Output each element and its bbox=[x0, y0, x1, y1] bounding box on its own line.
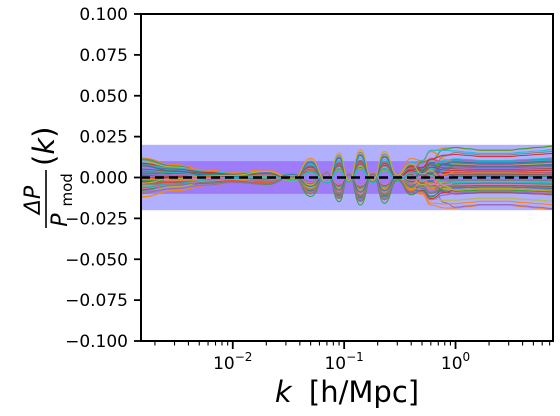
y-tick-label: 0.000 bbox=[79, 169, 128, 189]
x-tick-label: 10−1 bbox=[324, 350, 363, 374]
x-axis-label: k [h/Mpc] bbox=[275, 375, 419, 409]
y-tick-label: −0.100 bbox=[65, 332, 128, 352]
y-axis-label: ΔP P mod (k) bbox=[21, 127, 76, 228]
y-tick-label: 0.025 bbox=[79, 128, 128, 148]
series-line bbox=[141, 171, 553, 202]
y-axis: −0.100 −0.075 −0.050 −0.025 0.000 0.025 0.050 0… bbox=[65, 5, 141, 352]
y-label-numerator: ΔP bbox=[21, 185, 46, 216]
y-tick-label: 0.100 bbox=[79, 5, 128, 25]
series-line bbox=[141, 161, 553, 184]
y-label-denominator: P bbox=[48, 213, 73, 227]
y-label-suffix: (k) bbox=[27, 127, 61, 166]
y-tick-label: 0.075 bbox=[79, 46, 128, 66]
x-axis-unit: [h/Mpc] bbox=[309, 375, 419, 409]
y-tick-label: −0.025 bbox=[65, 209, 128, 229]
series-line bbox=[141, 149, 553, 192]
y-tick-label: −0.050 bbox=[65, 250, 128, 270]
series-line bbox=[141, 159, 553, 184]
x-axis-var: k bbox=[275, 375, 293, 409]
x-axis: 10−2 10−1 100 bbox=[154, 341, 551, 374]
x-tick-label: 100 bbox=[441, 350, 470, 374]
x-tick-label: 10−2 bbox=[213, 350, 252, 374]
svg-text:P mod: P mod bbox=[48, 173, 76, 227]
y-tick-label: −0.075 bbox=[65, 291, 128, 311]
y-label-subscript: mod bbox=[58, 173, 76, 206]
series-line bbox=[141, 171, 553, 190]
series-line bbox=[141, 171, 553, 196]
y-tick-label: 0.050 bbox=[79, 87, 128, 107]
